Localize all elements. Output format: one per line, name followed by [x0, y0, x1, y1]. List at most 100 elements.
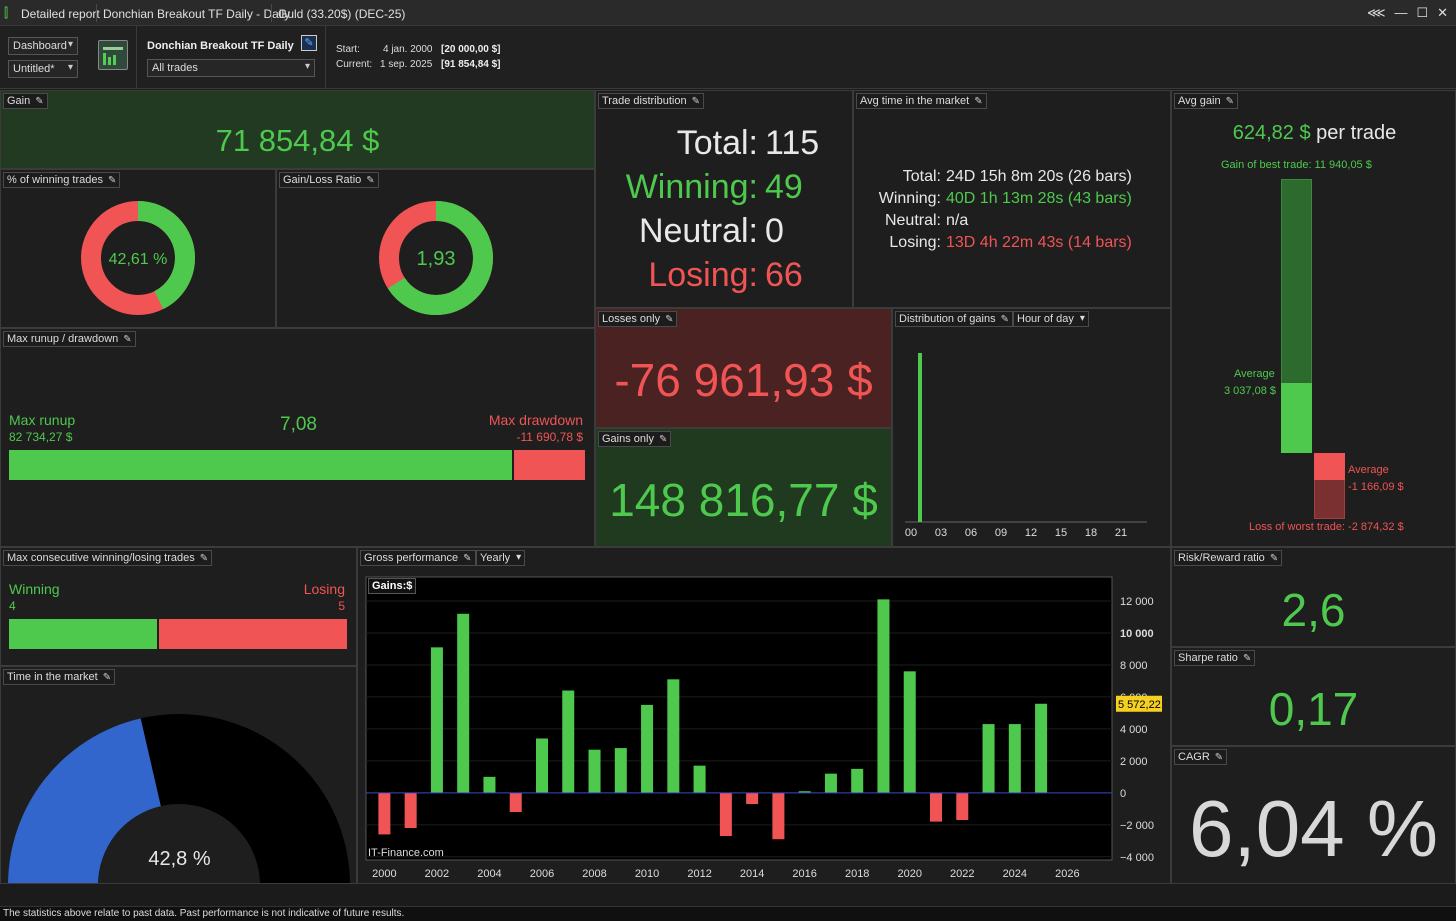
- start-value: [20 000,00 $]: [441, 44, 501, 55]
- consec-lose-value: 5: [338, 599, 345, 613]
- sharpe-title[interactable]: Sharpe ratio ✎: [1174, 650, 1256, 666]
- current-label: Current:: [336, 59, 373, 70]
- gain-loss-title[interactable]: Gain/Loss Ratio ✎: [279, 172, 379, 188]
- hour-tick: 06: [965, 527, 977, 539]
- winning-pct-value: 42,61 %: [109, 251, 168, 268]
- ratio-donut-gain: [379, 201, 493, 315]
- avgt-winning-value: 40D 1h 13m 28s (43 bars): [946, 190, 1132, 207]
- dist-gains-panel: Distribution of gains✎ Hour of day 00030…: [892, 308, 1171, 547]
- bar-2006: [535, 738, 548, 793]
- hour-tick: 21: [1115, 527, 1127, 539]
- wrench-icon[interactable]: ✎: [102, 672, 112, 683]
- losses-only-panel: Losses only ✎ -76 961,93 $: [595, 308, 892, 428]
- dashboard-tools-icon[interactable]: [98, 40, 128, 70]
- wrench-icon[interactable]: ✎: [108, 175, 117, 186]
- runup-ratio: 7,08: [280, 414, 317, 435]
- dist-neutral-value: 0: [765, 212, 784, 250]
- wrench-icon[interactable]: ✎: [1214, 752, 1224, 763]
- toolbar: Dashboard Untitled* Donchian Breakout TF…: [0, 26, 1456, 89]
- x-tick: 2004: [477, 868, 501, 880]
- wrench-icon[interactable]: ✎: [658, 434, 668, 445]
- wrench-icon[interactable]: ✎: [1225, 96, 1234, 107]
- minimize-icon[interactable]: —: [1394, 5, 1408, 20]
- share-icon[interactable]: ⋘: [1366, 5, 1386, 20]
- edit-icon[interactable]: ✎: [301, 35, 317, 51]
- gains-only-title[interactable]: Gains only ✎: [598, 431, 672, 447]
- avg-win-label: Average: [1234, 368, 1275, 380]
- avgt-losing-value: 13D 4h 22m 43s (14 bars): [946, 234, 1132, 251]
- current-value: [91 854,84 $]: [441, 59, 501, 70]
- status-bar: The statistics above relate to past data…: [0, 906, 1456, 921]
- wrench-icon[interactable]: ✎: [1000, 314, 1009, 325]
- consec-title[interactable]: Max consecutive winning/losing trades ✎: [3, 550, 213, 566]
- gross-panel: Gross performance✎ Yearly 12 000 10 000 8 …: [357, 547, 1171, 884]
- x-tick: 2018: [845, 868, 869, 880]
- winning-pct-title[interactable]: % of winning trades ✎: [3, 172, 121, 188]
- wrench-icon[interactable]: ✎: [199, 553, 209, 564]
- avg-time-panel: Avg time in the market ✎ Total: 24D 15h 8…: [853, 90, 1171, 308]
- wrench-icon[interactable]: ✎: [123, 334, 132, 345]
- trades-select[interactable]: All trades: [147, 59, 315, 77]
- gross-watermark: IT-Finance.com: [368, 847, 444, 859]
- avg-loss-value: -1 166,09 $: [1348, 481, 1404, 493]
- title-report: Detailed report: [21, 7, 100, 21]
- risk-reward-title[interactable]: Risk/Reward ratio ✎: [1174, 550, 1283, 566]
- gross-title[interactable]: Gross performance ✎: [360, 550, 476, 566]
- drawdown-bar: [513, 450, 585, 480]
- wrench-icon[interactable]: ✎: [665, 314, 674, 325]
- cagr-title[interactable]: CAGR ✎: [1174, 749, 1228, 765]
- avg-gain-panel: Avg gain ✎ 624,82 $ per trade Gain of bes…: [1171, 90, 1456, 547]
- window-titlebar: ⫿ Detailed report Donchian Breakout TF D…: [0, 0, 1456, 26]
- x-tick: 2008: [582, 868, 606, 880]
- layout-select[interactable]: Untitled*: [8, 60, 78, 78]
- wrench-icon[interactable]: ✎: [35, 96, 44, 107]
- avg-loss-label: Average: [1348, 464, 1389, 476]
- bar-2009: [614, 748, 627, 793]
- y-tick: 4 000: [1120, 724, 1148, 736]
- losses-only-value: -76 961,93 $: [614, 354, 873, 406]
- wrench-icon[interactable]: ✎: [366, 175, 375, 186]
- hour-tick: 00: [905, 527, 917, 539]
- x-tick: 2014: [740, 868, 764, 880]
- avgt-total-label: Total:: [902, 168, 941, 185]
- y-tick: 10 000: [1120, 628, 1154, 640]
- wrench-icon[interactable]: ✎: [691, 96, 700, 107]
- view-select[interactable]: Dashboard: [8, 37, 78, 55]
- dist-neutral-label: Neutral:: [638, 212, 758, 250]
- x-tick: 2006: [530, 868, 554, 880]
- trade-dist-title[interactable]: Trade distribution ✎: [598, 93, 704, 109]
- gain-loss-value: 1,93: [417, 248, 456, 270]
- x-tick: 2026: [1055, 868, 1079, 880]
- gain-value: 71 854,84 $: [215, 123, 380, 158]
- runup-title[interactable]: Max runup / drawdown ✎: [3, 331, 136, 347]
- dist-gains-chart: 00 03 06 09 12 15 18 21: [905, 353, 1147, 539]
- bar-2005: [509, 792, 522, 813]
- hour-of-day-select[interactable]: Hour of day: [1013, 311, 1089, 327]
- gain-title[interactable]: Gain ✎: [3, 93, 48, 109]
- wrench-icon[interactable]: ✎: [974, 96, 983, 107]
- wrench-icon[interactable]: ✎: [1242, 653, 1252, 664]
- trade-dist-panel: Trade distribution ✎ Total: 115 Winning: …: [595, 90, 853, 308]
- yearly-select[interactable]: Yearly: [476, 550, 526, 566]
- hour-tick: 15: [1055, 527, 1067, 539]
- bar-2021: [930, 792, 943, 822]
- bar-2007: [562, 690, 575, 793]
- risk-reward-value: 2,6: [1281, 584, 1346, 636]
- bar-2014: [746, 792, 759, 805]
- maximize-icon[interactable]: ☐: [1416, 5, 1429, 20]
- avg-gain-title[interactable]: Avg gain ✎: [1174, 93, 1238, 109]
- avgt-losing-label: Losing:: [889, 234, 941, 251]
- losses-only-title[interactable]: Losses only ✎: [598, 311, 678, 327]
- best-trade-label: Gain of best trade: 11 940,05 $: [1221, 159, 1372, 171]
- dist-gains-title[interactable]: Distribution of gains ✎: [895, 311, 1013, 327]
- x-tick: 2024: [1003, 868, 1027, 880]
- close-icon[interactable]: ✕: [1437, 5, 1448, 20]
- y-tick: −2 000: [1120, 820, 1154, 832]
- wrench-icon[interactable]: ✎: [1269, 553, 1279, 564]
- dist-losing-label: Losing:: [648, 256, 758, 294]
- x-tick: 2000: [372, 868, 396, 880]
- worst-trade-label: Loss of worst trade: -2 874,32 $: [1249, 521, 1404, 533]
- time-market-title[interactable]: Time in the market ✎: [3, 669, 116, 685]
- avg-time-title[interactable]: Avg time in the market ✎: [856, 93, 987, 109]
- wrench-icon[interactable]: ✎: [463, 553, 472, 564]
